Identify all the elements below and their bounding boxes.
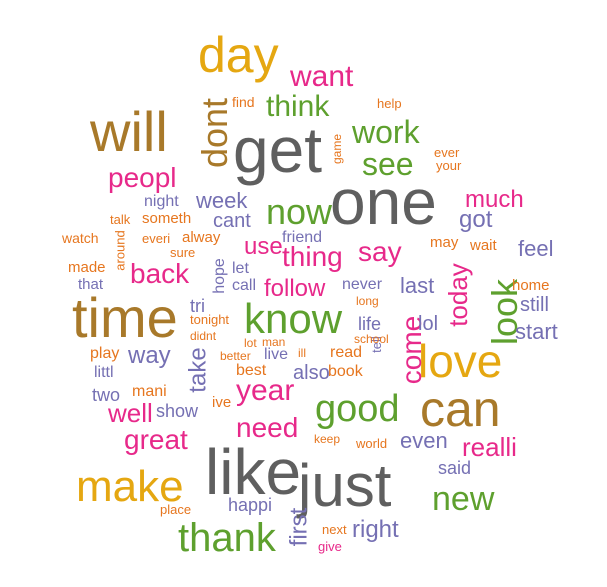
word-life: life [358,314,382,334]
word-school: school [354,332,389,346]
word-want: want [290,60,354,93]
word-play: play [90,345,120,362]
word-good: good [315,388,400,430]
word-even: even [400,428,448,453]
word-week: week [196,188,248,213]
word-last: last [400,273,435,298]
word-year: year [236,374,295,407]
word-everi: everi [142,231,171,246]
word-also: also [293,362,330,384]
word-mani: mani [132,383,167,400]
word-that: that [78,276,104,293]
word-time: time [72,286,178,349]
word-one: one [330,166,437,238]
word-keep: keep [314,432,341,446]
word-will: will [90,100,168,163]
word-peopl: peopl [108,162,177,193]
word-feel: feel [518,236,554,261]
word-wait: wait [470,237,497,254]
word-show: show [156,401,199,421]
word-first: first [285,507,313,547]
word-world: world [356,436,388,451]
word-get: get [233,114,322,186]
word-littl: littl [94,364,114,381]
word-still: still [520,294,549,316]
word-made: made [68,259,106,276]
word-lol: lol [418,313,439,335]
word-someth: someth [142,210,192,227]
word-live: live [264,346,289,363]
word-home: home [512,277,550,294]
word-realli: realli [462,432,517,462]
word-know: know [244,295,343,342]
word-start: start [515,319,558,344]
word-read: read [330,344,363,361]
word-find: find [232,94,255,110]
word-thing: thing [282,241,343,272]
word-follow: follow [264,275,326,302]
word-got: got [459,206,493,233]
word-friend: friend [282,229,323,246]
word-give: give [318,539,342,554]
word-never: never [342,276,383,293]
word-watch: watch [62,230,99,246]
word-think: think [266,90,330,123]
word-like: like [205,436,302,508]
word-well: well [108,398,153,428]
word-best: best [236,362,267,379]
word-way: way [128,342,171,369]
word-tri: tri [190,296,205,316]
word-make: make [76,462,184,511]
word-now: now [266,191,333,232]
word-ive: ive [212,394,232,411]
word-cant: cant [213,210,251,232]
word-may: may [430,234,459,251]
word-thank: thank [178,516,276,560]
word-let: let [232,260,249,277]
word-help: help [377,96,402,111]
word-day: day [198,27,279,83]
word-much: much [465,186,524,213]
word-two: two [92,385,121,405]
word-alway: alway [182,229,221,246]
word-talk: talk [110,212,131,227]
word-say: say [358,236,402,267]
word-need: need [236,412,299,443]
word-today: today [442,263,473,327]
word-book: book [328,363,363,380]
word-lot: lot [244,336,257,350]
word-use: use [244,233,283,260]
word-call: call [232,277,257,294]
word-next: next [322,522,347,537]
word-said: said [438,458,472,478]
word-just: just [298,452,392,519]
word-work: work [352,114,420,150]
word-long: long [356,294,379,308]
word-sure: sure [170,245,196,260]
word-didnt: didnt [190,329,217,343]
word-around: around [112,230,128,271]
word-love: love [418,335,503,387]
word-happi: happi [228,495,273,515]
word-great: great [124,424,188,455]
word-better: better [220,349,251,363]
word-your: your [436,158,462,173]
word-can: can [420,381,501,437]
word-tonight: tonight [190,312,230,327]
word-ever: ever [434,145,460,160]
word-see: see [362,146,414,182]
word-man: man [262,335,286,349]
word-new: new [432,480,495,518]
word-night: night [144,193,179,210]
word-ill: ill [298,346,306,360]
word-right: right [352,516,399,543]
word-game: game [330,133,345,165]
word-take: take [184,347,212,393]
word-dont: dont [194,97,236,169]
word-hope: hope [210,258,228,294]
word-back: back [130,258,190,289]
word-place: place [160,502,192,517]
